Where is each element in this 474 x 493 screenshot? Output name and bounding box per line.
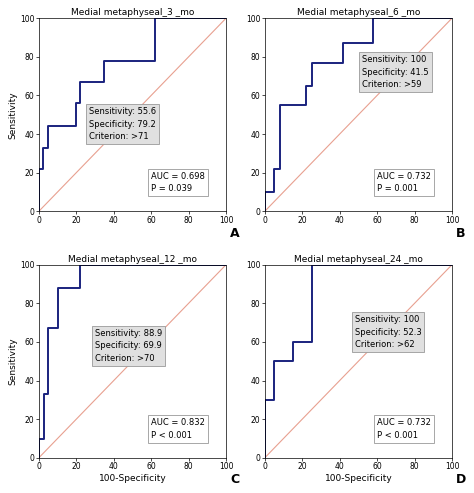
Text: B: B — [456, 227, 465, 240]
Title: Medial metaphyseal_3 _mo: Medial metaphyseal_3 _mo — [71, 8, 194, 17]
Y-axis label: Sensitivity: Sensitivity — [9, 337, 18, 385]
Text: Sensitivity: 100
Specificity: 52.3
Criterion: >62: Sensitivity: 100 Specificity: 52.3 Crite… — [355, 315, 421, 349]
Title: Medial metaphyseal_24 _mo: Medial metaphyseal_24 _mo — [294, 255, 423, 264]
Title: Medial metaphyseal_6 _mo: Medial metaphyseal_6 _mo — [297, 8, 420, 17]
Text: AUC = 0.732
P = 0.001: AUC = 0.732 P = 0.001 — [377, 172, 431, 193]
X-axis label: 100-Specificity: 100-Specificity — [99, 474, 166, 483]
Text: AUC = 0.732
P < 0.001: AUC = 0.732 P < 0.001 — [377, 418, 431, 440]
Text: AUC = 0.832
P < 0.001: AUC = 0.832 P < 0.001 — [151, 418, 205, 440]
Text: Sensitivity: 88.9
Specificity: 69.9
Criterion: >70: Sensitivity: 88.9 Specificity: 69.9 Crit… — [95, 329, 162, 363]
Y-axis label: Sensitivity: Sensitivity — [9, 91, 18, 139]
Text: A: A — [230, 227, 239, 240]
X-axis label: 100-Specificity: 100-Specificity — [325, 474, 392, 483]
Title: Medial metaphyseal_12 _mo: Medial metaphyseal_12 _mo — [68, 255, 197, 264]
Text: C: C — [230, 473, 239, 486]
Text: D: D — [456, 473, 466, 486]
Text: Sensitivity: 55.6
Specificity: 79.2
Criterion: >71: Sensitivity: 55.6 Specificity: 79.2 Crit… — [90, 107, 156, 141]
Text: Sensitivity: 100
Specificity: 41.5
Criterion: >59: Sensitivity: 100 Specificity: 41.5 Crite… — [362, 55, 429, 89]
Text: AUC = 0.698
P = 0.039: AUC = 0.698 P = 0.039 — [151, 172, 205, 193]
